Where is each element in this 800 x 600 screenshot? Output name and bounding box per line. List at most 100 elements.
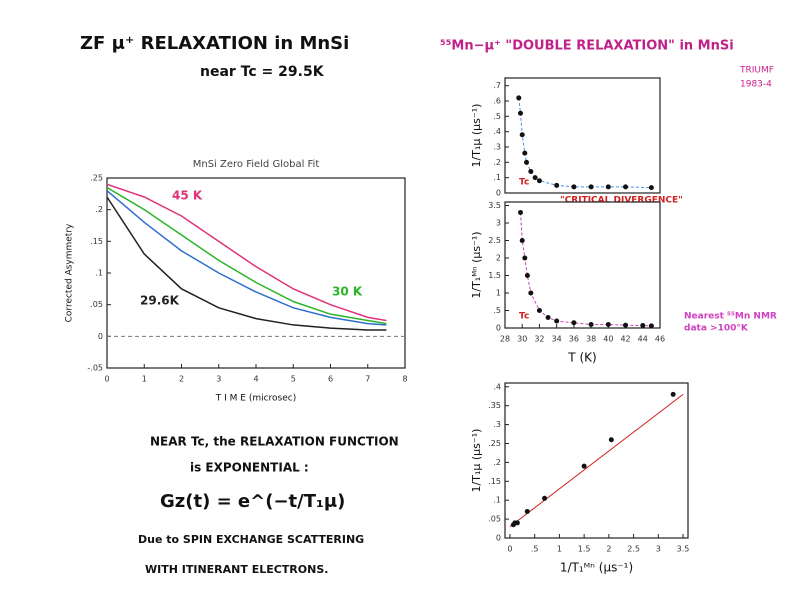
y-tick-label: .4 <box>493 382 501 391</box>
data-point <box>640 323 646 329</box>
y-tick-label: .1 <box>95 269 103 278</box>
x-tick-label: 28 <box>500 335 510 344</box>
note: Due to SPIN EXCHANGE SCATTERING <box>138 533 364 546</box>
y-tick-label: .2 <box>493 458 501 467</box>
x-tick-label: 8 <box>402 375 407 384</box>
data-point <box>608 437 614 443</box>
data-point <box>516 95 522 101</box>
y-tick-label: .1 <box>493 496 501 505</box>
series-line <box>106 183 387 322</box>
x-tick-label: 2 <box>179 375 184 384</box>
y-tick-label: .2 <box>95 205 103 214</box>
y-tick-label: 0 <box>496 534 501 543</box>
data-point <box>536 308 542 313</box>
y-tick-label: 2 <box>496 254 501 263</box>
x-tick-label: 2.5 <box>627 545 640 554</box>
series-label: 30 K <box>332 285 363 299</box>
x-tick-label: 1.5 <box>578 545 591 554</box>
x-axis-label: T I M E (microsec) <box>215 394 296 404</box>
annotation: Tc <box>519 312 529 322</box>
y-tick-label: 1 <box>496 289 501 298</box>
data-point <box>554 182 560 188</box>
y-axis-label: 1/T₁μ (μs⁻¹) <box>470 104 483 168</box>
x-tick-label: 7 <box>365 375 370 384</box>
data-point <box>528 169 534 175</box>
stamp: 1983-4 <box>740 80 772 90</box>
y-tick-label: .5 <box>493 306 501 315</box>
stamp: TRIUMF <box>739 66 774 76</box>
data-point <box>588 322 594 327</box>
y-axis-label: Corrected Asymmetry <box>65 223 75 322</box>
x-tick-label: 0 <box>507 545 512 554</box>
x-tick-label: 4 <box>253 375 258 384</box>
subtitle: near Tc = 29.5K <box>200 64 325 80</box>
y-tick-label: .05 <box>90 300 103 309</box>
x-tick-label: 3 <box>656 545 661 554</box>
note: NEAR Tc, the RELAXATION FUNCTION <box>150 435 399 449</box>
data-point <box>545 315 551 320</box>
x-axis-label: 1/T₁ᴹⁿ (μs⁻¹) <box>560 561 633 575</box>
y-tick-label: 0 <box>98 332 103 341</box>
y-tick-label: .05 <box>488 515 501 524</box>
data-point <box>648 185 654 191</box>
series-label: 29.6K <box>140 294 180 308</box>
data-point <box>571 184 577 190</box>
x-tick-label: 3 <box>216 375 221 384</box>
data-point <box>648 323 654 329</box>
x-tick-label: 40 <box>603 335 613 344</box>
y-tick-label: 2.5 <box>488 236 501 245</box>
note: is EXPONENTIAL : <box>190 461 309 475</box>
data-point <box>514 520 520 526</box>
y-tick-label: .1 <box>493 173 501 182</box>
x-tick-label: 30 <box>517 335 527 344</box>
data-point <box>542 495 548 501</box>
data-point <box>623 322 629 328</box>
data-point <box>519 238 525 243</box>
data-point <box>528 290 534 296</box>
data-point <box>524 273 530 278</box>
x-tick-label: 6 <box>328 375 333 384</box>
data-point <box>518 210 523 215</box>
y-tick-label: .35 <box>488 401 501 410</box>
annotation: Tc <box>519 178 529 188</box>
y-tick-label: .5 <box>493 112 501 121</box>
note: WITH ITINERANT ELECTRONS. <box>145 563 328 576</box>
y-tick-label: -.05 <box>87 364 103 373</box>
x-axis-label: T (K) <box>567 351 596 365</box>
right-title: ⁵⁵Mn−μ⁺ "DOUBLE RELAXATION" in MnSi <box>440 39 734 54</box>
y-tick-label: 3.5 <box>488 201 501 210</box>
plot-frame <box>504 77 661 194</box>
x-tick-label: 3.5 <box>677 545 690 554</box>
data-point <box>670 391 676 397</box>
data-point <box>532 175 538 181</box>
x-tick-label: 44 <box>638 335 648 344</box>
data-point <box>588 184 594 190</box>
y-axis-label: 1/T₁ᴹⁿ (μs⁻¹) <box>470 231 483 298</box>
x-tick-label: 2 <box>606 545 611 554</box>
data-point <box>536 178 542 184</box>
y-tick-label: .15 <box>90 237 103 246</box>
series-label: 45 K <box>172 189 203 203</box>
plot-frame <box>504 201 661 329</box>
guide-line <box>518 97 652 189</box>
data-point <box>571 320 577 326</box>
plot-frame <box>504 382 689 539</box>
y-tick-label: .6 <box>493 97 501 106</box>
x-tick-label: 0 <box>104 375 109 384</box>
guide-line <box>520 212 652 327</box>
y-tick-label: .7 <box>493 81 501 90</box>
data-point <box>605 184 611 190</box>
y-tick-label: .25 <box>488 439 501 448</box>
data-point <box>554 318 560 324</box>
data-point <box>605 322 611 327</box>
y-axis-label: 1/T₁μ (μs⁻¹) <box>470 429 483 493</box>
x-tick-label: 5 <box>291 375 296 384</box>
x-tick-label: 42 <box>620 335 630 344</box>
x-tick-label: 1 <box>557 545 562 554</box>
data-point <box>581 463 587 469</box>
y-tick-label: 0 <box>496 324 501 333</box>
y-tick-label: .3 <box>493 143 501 152</box>
x-tick-label: 36 <box>569 335 579 344</box>
y-tick-label: .15 <box>488 477 501 486</box>
